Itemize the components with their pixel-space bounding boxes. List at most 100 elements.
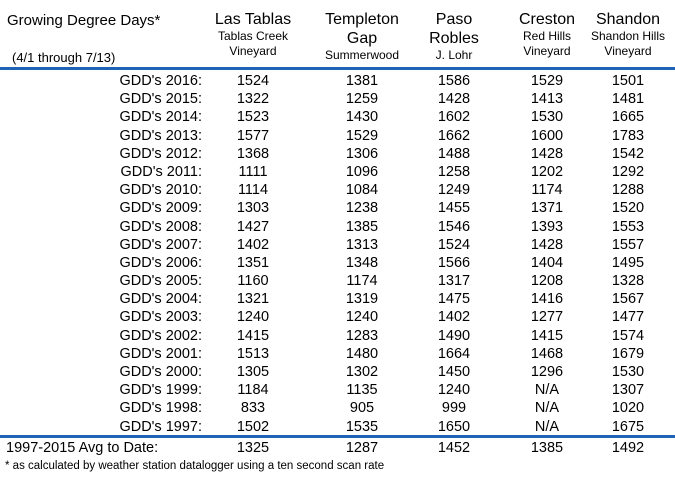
table-cell: 1114 <box>237 182 269 199</box>
table-cell: 1322 <box>236 91 270 108</box>
table-row: GDD's 2010: 1114 1084 1249 1174 1288 <box>0 181 675 199</box>
table-cell: 1557 <box>611 236 645 253</box>
column-header: Las Tablas Tablas Creek Vineyard <box>198 10 308 59</box>
footnote: * as calculated by weather station datal… <box>5 460 385 472</box>
table-cell: 1455 <box>437 200 471 217</box>
table-cell: 1513 <box>236 345 270 362</box>
average-label: 1997-2015 Avg to Date: <box>6 440 159 456</box>
table-row: GDD's 2000: 1305 1302 1450 1296 1530 <box>0 363 675 381</box>
table-cell: 833 <box>240 400 266 417</box>
table-row: GDD's 1999: 1184 1135 1240 N/A 1307 <box>0 381 675 399</box>
table-row: GDD's 2004: 1321 1319 1475 1416 1567 <box>0 290 675 308</box>
table-row: GDD's 1997: 1502 1535 1650 N/A 1675 <box>0 418 675 436</box>
table-cell: 1415 <box>530 327 564 344</box>
table-cell: 1249 <box>437 182 471 199</box>
table-cell: 1679 <box>611 345 645 362</box>
table-cell: 1307 <box>611 382 645 399</box>
table-cell: 1020 <box>611 400 645 417</box>
table-cell: 1520 <box>611 200 645 217</box>
table-cell: 1546 <box>437 218 471 235</box>
row-label: GDD's 2014: <box>119 109 202 126</box>
table-cell: 1602 <box>437 109 471 126</box>
row-label: GDD's 2008: <box>119 218 202 235</box>
table-cell: 1553 <box>611 218 645 235</box>
table-cell: 1650 <box>437 418 471 435</box>
table-cell: 1477 <box>611 309 645 326</box>
table-cell: 1523 <box>236 109 270 126</box>
table-cell: 1240 <box>437 382 471 399</box>
header-divider <box>0 67 675 70</box>
table-cell: 1600 <box>530 127 564 144</box>
table-row: GDD's 2011: 1111 1096 1258 1202 1292 <box>0 163 675 181</box>
table-row: GDD's 2014: 1523 1430 1602 1530 1665 <box>0 108 675 126</box>
table-cell: 1302 <box>345 364 379 380</box>
table-cell: 1208 <box>530 273 564 290</box>
table-cell: 1665 <box>611 109 645 126</box>
table-cell: 1296 <box>530 364 564 380</box>
table-cell: 1662 <box>437 127 471 144</box>
column-header-line2: Tablas Creek <box>217 29 289 43</box>
row-label: GDD's 2004: <box>119 291 202 308</box>
row-label: GDD's 1997: <box>119 418 202 435</box>
row-label: GDD's 2016: <box>119 73 202 89</box>
column-header: Paso Robles J. Lohr <box>399 10 509 63</box>
table-cell: 1381 <box>345 73 379 89</box>
row-label: GDD's 1998: <box>119 400 202 417</box>
table-cell: 1259 <box>345 91 379 108</box>
table-cell: 1238 <box>345 200 379 217</box>
table-cell: 905 <box>349 400 375 417</box>
table-cell: 1430 <box>345 109 379 126</box>
table-cell: 1288 <box>611 182 645 199</box>
column-header-line1: Shandon <box>595 11 661 28</box>
table-cell: 1535 <box>345 418 379 435</box>
table-row: GDD's 2005: 1160 1174 1317 1208 1328 <box>0 272 675 290</box>
table-cell: 1530 <box>530 109 564 126</box>
row-label: GDD's 2011: <box>120 163 202 180</box>
column-header-line1: Paso <box>435 11 473 28</box>
table-cell: 1303 <box>236 200 270 217</box>
column-header: Templeton Gap Summerwood <box>307 10 417 63</box>
table-row: GDD's 2015: 1322 1259 1428 1413 1481 <box>0 90 675 108</box>
average-cell: 1287 <box>345 440 379 456</box>
table-row: GDD's 2003: 1240 1240 1402 1277 1477 <box>0 308 675 326</box>
table-cell: 1111 <box>238 163 268 180</box>
row-label: GDD's 1999: <box>119 382 202 399</box>
row-label: GDD's 2003: <box>119 309 202 326</box>
row-label: GDD's 2002: <box>119 327 202 344</box>
table-cell: 1427 <box>236 218 270 235</box>
table-cell: 1495 <box>611 254 645 271</box>
table-cell: 1413 <box>530 91 564 108</box>
average-divider <box>0 435 675 438</box>
table-cell: 1402 <box>437 309 471 326</box>
table-cell: 1574 <box>611 327 645 344</box>
table-cell: N/A <box>534 418 560 435</box>
column-header-line3: Vineyard <box>523 44 571 58</box>
table-cell: 1468 <box>530 345 564 362</box>
table-cell: 1348 <box>345 254 379 271</box>
table-cell: 1501 <box>611 73 645 89</box>
table-cell: 1240 <box>236 309 270 326</box>
row-label: GDD's 2009: <box>119 200 202 217</box>
table-cell: 1084 <box>345 182 379 199</box>
table-cell: 1160 <box>237 273 269 290</box>
average-cell: 1452 <box>437 440 471 456</box>
average-row: 1997-2015 Avg to Date: 1325 1287 1452 1385 1… <box>0 438 675 458</box>
table-cell: 999 <box>441 400 467 417</box>
table-cell: 1313 <box>345 236 379 253</box>
table-cell: 1319 <box>345 291 379 308</box>
row-label: GDD's 2001: <box>119 345 202 362</box>
table-cell: 1480 <box>345 345 379 362</box>
table-cell: 1321 <box>236 291 270 308</box>
row-label: GDD's 2005: <box>119 273 202 290</box>
table-row: GDD's 2009: 1303 1238 1455 1371 1520 <box>0 199 675 217</box>
column-header-line2: Shandon Hills <box>590 29 666 43</box>
table-cell: 1488 <box>437 145 471 162</box>
table-row: GDD's 2007: 1402 1313 1524 1428 1557 <box>0 236 675 254</box>
table-cell: 1475 <box>437 291 471 308</box>
table-cell: 1416 <box>530 291 564 308</box>
table-cell: 1428 <box>437 91 471 108</box>
table-cell: 1306 <box>345 145 379 162</box>
table-cell: 1428 <box>530 236 564 253</box>
column-header-line1: Templeton <box>325 11 399 28</box>
table-cell: 1393 <box>530 218 564 235</box>
